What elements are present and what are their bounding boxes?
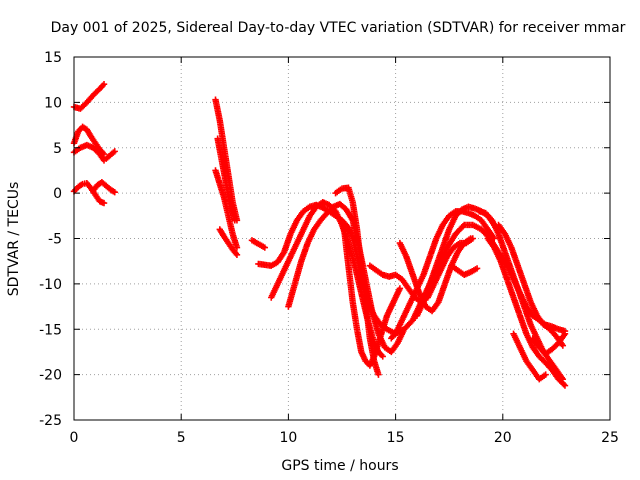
y-tick-label: 10: [44, 95, 62, 111]
y-axis-label: SDTVAR / TECUs: [6, 182, 22, 297]
series-arc-b: [70, 123, 108, 158]
data-point: [400, 326, 408, 333]
series-arc-f: [90, 179, 118, 196]
data-point: [473, 265, 481, 272]
x-tick-label: 10: [279, 430, 297, 446]
data-point: [111, 189, 118, 196]
data-markers: [70, 81, 569, 389]
series-arc-e: [70, 179, 108, 207]
y-tick-label: 0: [53, 186, 62, 202]
x-tick-label: 5: [177, 430, 186, 446]
series-arc-h: [214, 135, 238, 224]
x-axis-label: GPS time / hours: [281, 458, 398, 474]
x-tick-label: 25: [601, 430, 619, 446]
data-point: [231, 217, 238, 224]
data-point: [375, 371, 382, 378]
y-tick-label: -5: [48, 232, 62, 248]
data-point: [233, 251, 241, 259]
data-point: [491, 235, 498, 242]
y-tick-label: 15: [44, 50, 62, 66]
data-point: [561, 382, 569, 389]
y-tick-label: 5: [53, 141, 62, 157]
data-point: [100, 81, 108, 88]
series-arc-j: [216, 226, 241, 259]
x-tick-label: 0: [70, 430, 79, 446]
series-arc-z: [495, 221, 567, 349]
y-tick-label: -10: [39, 277, 62, 293]
data-point: [379, 353, 386, 360]
series-arc-r: [396, 235, 474, 315]
data-point: [467, 235, 474, 242]
x-tick-label: 15: [387, 430, 405, 446]
data-point: [559, 342, 567, 349]
series-arc-p: [340, 226, 404, 369]
y-tick-label: -20: [39, 368, 62, 384]
data-point: [542, 371, 549, 378]
series-arc-k: [248, 237, 269, 251]
series-arc-x: [510, 330, 549, 383]
series-arc-w: [484, 235, 569, 389]
data-point: [396, 285, 404, 292]
chart-title: Day 001 of 2025, Sidereal Day-to-day VTE…: [51, 20, 626, 36]
data-point: [261, 244, 269, 251]
grid: [74, 57, 610, 420]
data-point: [233, 244, 241, 251]
series-arc-c: [70, 141, 108, 164]
series-arc-i: [212, 167, 241, 251]
series-arc-a: [70, 81, 108, 112]
data-point: [560, 381, 567, 388]
data-point: [111, 148, 118, 155]
data-point: [561, 330, 569, 337]
data-point: [100, 199, 108, 207]
series-arc-s: [388, 208, 498, 342]
y-tick-label: -25: [39, 413, 62, 429]
data-point: [459, 222, 467, 230]
axis-ticks: 0 5 10 15 20 25 -25 -20 -15 -10 -5 0 5 10 15: [39, 50, 619, 446]
series-arc-d: [102, 148, 118, 162]
series-arc-u: [448, 262, 481, 278]
y-tick-label: -15: [39, 322, 62, 338]
x-tick-label: 20: [494, 430, 512, 446]
